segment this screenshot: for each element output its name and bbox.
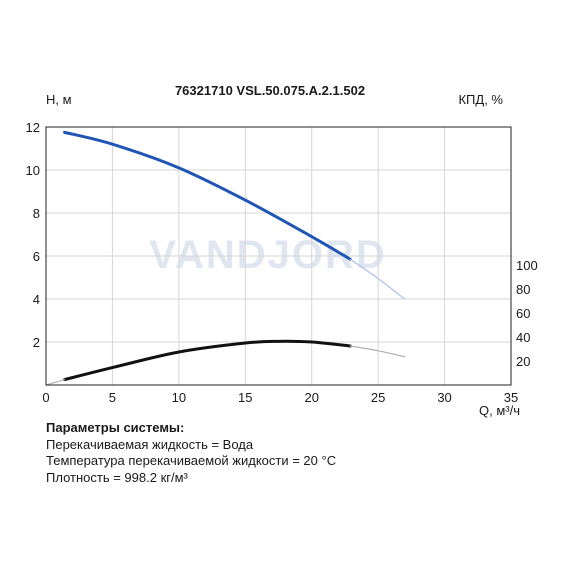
params-density: Плотность = 998.2 кг/м³ — [46, 469, 188, 485]
y-tick-label: 12 — [26, 120, 40, 135]
head-curve — [63, 130, 352, 261]
series — [45, 130, 406, 386]
y2-tick-label: 60 — [516, 306, 530, 321]
y-tick-label: 6 — [33, 249, 40, 264]
x-tick-label: 15 — [238, 390, 252, 405]
y-axis-label: H, м — [46, 92, 72, 107]
efficiency-startup-curve — [45, 379, 66, 386]
x-tick-label: 25 — [371, 390, 385, 405]
grid — [46, 127, 511, 385]
efficiency-curve — [63, 339, 352, 382]
plot-frame — [45, 126, 512, 386]
params-header: Параметры системы: — [46, 420, 185, 435]
system-parameters: Параметры системы: Перекачиваемая жидкос… — [46, 420, 336, 486]
efficiency-extrapolated-curve — [349, 345, 406, 358]
x-tick-label: 20 — [304, 390, 318, 405]
x-tick-label: 0 — [42, 390, 49, 405]
head-extrapolated-curve — [349, 258, 406, 300]
x-tick-label: 30 — [437, 390, 451, 405]
x-tick-label: 35 — [504, 390, 518, 405]
y-tick-label: 8 — [33, 206, 40, 221]
y-tick-label: 2 — [33, 335, 40, 350]
watermark: VANDJORD — [149, 233, 387, 277]
y-tick-label: 10 — [26, 163, 40, 178]
x-axis-label: Q, м³/ч — [479, 403, 520, 418]
y-tick-label: 4 — [33, 292, 40, 307]
chart-title: 76321710 VSL.50.075.A.2.1.502 — [175, 83, 365, 98]
params-temperature: Температура перекачиваемой жидкости = 20… — [46, 453, 337, 468]
y2-tick-label: 40 — [516, 330, 530, 345]
tick-labels: 0 5 10 15 20 25 30 35 2 4 6 8 10 12 20 40 60 80 100 — [26, 120, 538, 405]
x-tick-label: 5 — [109, 390, 116, 405]
params-fluid: Перекачиваемая жидкость = Вода — [46, 436, 254, 452]
y2-tick-label: 100 — [516, 258, 538, 273]
x-tick-label: 10 — [172, 390, 186, 405]
y2-tick-label: 80 — [516, 282, 530, 297]
y2-tick-label: 20 — [516, 354, 530, 369]
y2-axis-label: КПД, % — [458, 92, 503, 107]
